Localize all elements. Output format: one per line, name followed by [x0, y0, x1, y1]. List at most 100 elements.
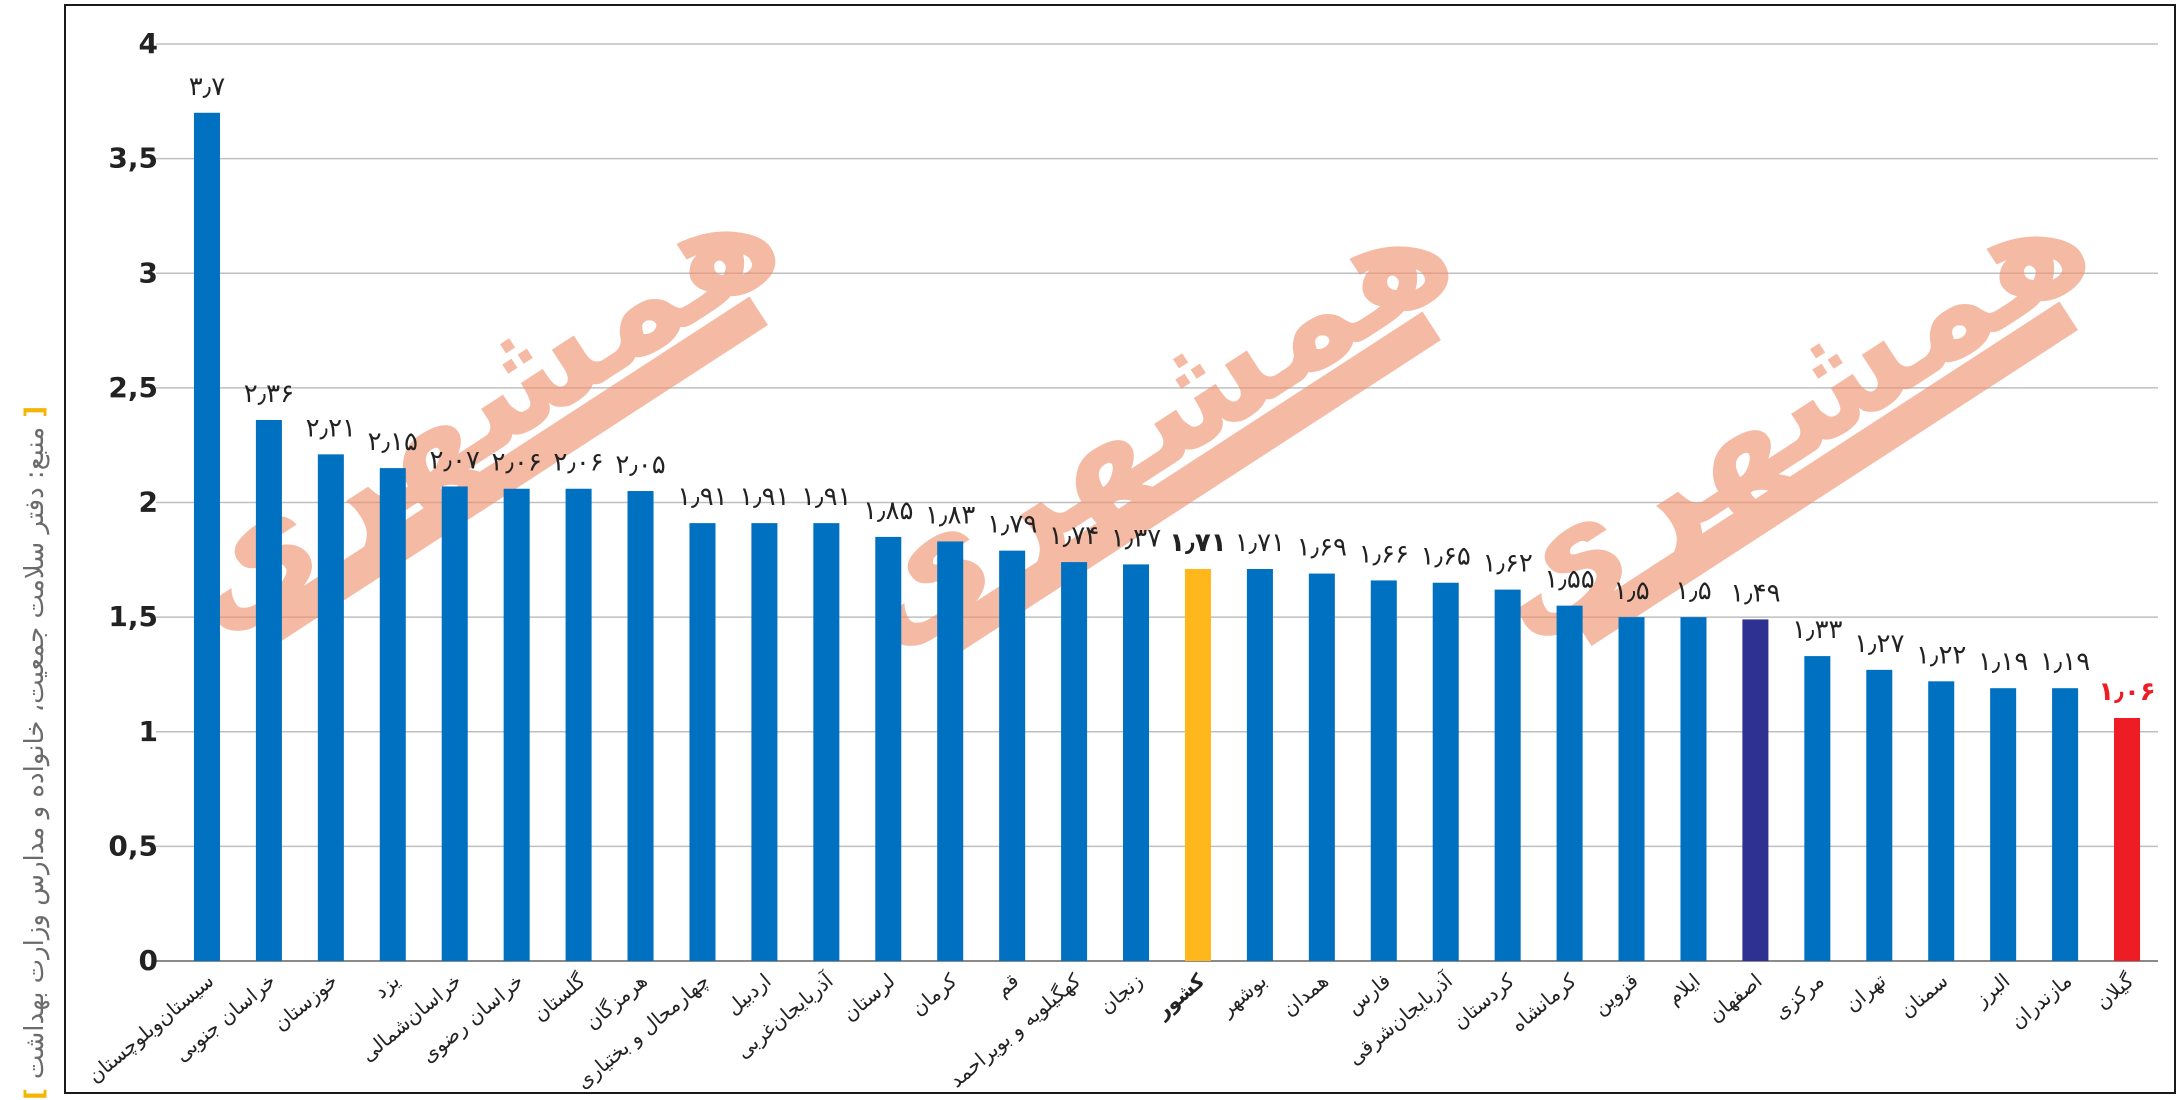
- value-label: ۱٫۵۵: [1544, 565, 1594, 595]
- category-label: تهران: [1840, 968, 1891, 1016]
- bar: [2114, 717, 2141, 961]
- category-label: خوزستان: [268, 968, 342, 1035]
- y-tick-label: 3,5: [108, 142, 158, 175]
- value-label: ۱٫۷۴: [1049, 521, 1099, 551]
- value-label: ۱٫۵: [1613, 576, 1649, 606]
- value-label: ۱٫۹۱: [677, 482, 727, 512]
- y-tick-label: 0: [139, 944, 158, 977]
- value-label: ۱٫۷۹: [987, 510, 1037, 540]
- y-tick-label: 1: [139, 715, 158, 748]
- bar: [503, 488, 530, 961]
- bar: [565, 488, 592, 961]
- bar: [1618, 617, 1645, 961]
- bar: [1308, 573, 1335, 961]
- value-label: ۲٫۰۷: [430, 445, 480, 475]
- value-label: ۱٫۲۷: [1854, 629, 1904, 659]
- value-label: ۲٫۰۶: [553, 448, 603, 478]
- source-note: [ منبع: دفتر سلامت جمعیت، خانواده و مدار…: [0, 406, 64, 1100]
- category-label: اردبیل: [721, 968, 775, 1019]
- category-label: زنجان: [1094, 968, 1147, 1018]
- bar: [1990, 688, 2017, 961]
- value-label: ۱٫۶۲: [1482, 549, 1532, 579]
- value-label: ۱٫۷۱: [1235, 528, 1285, 558]
- value-label: ۱٫۰۶: [2098, 677, 2155, 707]
- bar: [1370, 580, 1397, 961]
- bar: [689, 523, 716, 961]
- y-tick-label: 1,5: [108, 600, 158, 633]
- bar: [1432, 582, 1459, 961]
- bracket-open: [: [20, 405, 50, 427]
- category-label: قم: [990, 968, 1023, 1001]
- value-label: ۲٫۰۵: [615, 450, 665, 480]
- value-label: ۱٫۷۱: [1169, 528, 1226, 558]
- bar: [937, 541, 964, 961]
- source-text: [ منبع: دفتر سلامت جمعیت، خانواده و مدار…: [20, 406, 50, 1100]
- source-label: منبع: دفتر سلامت جمعیت، خانواده و مدارس …: [20, 426, 50, 1080]
- category-label: یزد: [369, 968, 404, 1003]
- bar: [1866, 669, 1893, 961]
- bracket-close: ]: [20, 1079, 50, 1100]
- bar: [1556, 605, 1583, 961]
- y-tick-label: 4: [139, 27, 158, 60]
- bar: [1494, 589, 1521, 961]
- bars: [193, 112, 2141, 962]
- value-label: ۱٫۳۳: [1792, 615, 1842, 645]
- value-label: ۲٫۰۶: [491, 448, 541, 478]
- bar: [999, 550, 1026, 961]
- value-label: ۱٫۹۱: [801, 482, 851, 512]
- category-label: مرکزی: [1769, 968, 1829, 1024]
- bar: [255, 419, 282, 962]
- category-label: فارس: [1341, 968, 1395, 1018]
- value-label: ۲٫۲۱: [306, 413, 356, 443]
- category-label: کشور: [1150, 968, 1209, 1023]
- category-label: لرستان: [838, 968, 900, 1025]
- value-label: ۱٫۶۵: [1421, 542, 1471, 572]
- bar: [875, 536, 902, 961]
- bar: [1061, 562, 1088, 961]
- y-axis: 0 0,5 1 1,5 2 2,5 3 3,5 4: [108, 27, 158, 977]
- watermark-band: [1573, 301, 2078, 646]
- value-label: ۲٫۱۵: [368, 427, 418, 457]
- category-label: قزوین: [1588, 968, 1643, 1019]
- category-label: همدان: [1277, 968, 1333, 1020]
- category-label: کردستان: [1447, 968, 1519, 1034]
- category-label: کرمان: [906, 968, 962, 1020]
- category-label: آذربایجان‌شرقی: [1342, 967, 1458, 1070]
- value-label: ۱٫۱۹: [2040, 647, 2090, 677]
- value-label: ۱٫۶۹: [1297, 533, 1347, 563]
- bar: [1742, 619, 1769, 961]
- value-label: ۱٫۵: [1675, 576, 1711, 606]
- value-label: ۳٫۷: [189, 72, 225, 102]
- value-labels: ۳٫۷ ۲٫۳۶ ۲٫۲۱ ۲٫۱۵ ۲٫۰۷ ۲٫۰۶ ۲٫۰۶ ۲٫۰۵ ۱٫۹۱ ۱٫۹۱ ۱…: [189, 72, 2156, 707]
- bar: [193, 112, 220, 961]
- category-label: مازندران: [2005, 968, 2076, 1033]
- y-tick-label: 3: [139, 256, 158, 289]
- category-label: سمنان: [1895, 968, 1953, 1022]
- chart-frame: همشهری همشهری همشهری ۳٫۷ ۲٫۳۶ ۲٫۲۱ ۲٫۱۵ ۲٫۰۷ ۲٫…: [64, 4, 2176, 1094]
- bar: [1246, 568, 1273, 961]
- value-label: ۱٫۹۱: [739, 482, 789, 512]
- value-label: ۱٫۳۷: [1111, 523, 1161, 553]
- value-label: ۱٫۲۲: [1916, 640, 1966, 670]
- y-tick-label: 2,5: [108, 371, 158, 404]
- category-label: اصفهان: [1703, 968, 1766, 1027]
- bar: [1184, 568, 1211, 961]
- watermark-logo: همشهری: [1449, 150, 2120, 671]
- bar: [1123, 564, 1150, 961]
- value-label: ۱٫۴۹: [1730, 578, 1780, 608]
- bar: [1804, 656, 1831, 961]
- bar: [317, 454, 344, 961]
- value-label: ۱٫۸۳: [925, 500, 975, 530]
- bar: [2052, 688, 2079, 961]
- bar: [441, 486, 468, 961]
- category-label: گیلان: [2091, 968, 2139, 1014]
- category-label: کرمانشاه: [1506, 968, 1581, 1036]
- category-label: ایلام: [1662, 968, 1705, 1009]
- y-tick-label: 2: [139, 486, 158, 519]
- category-label: بوشهر: [1214, 968, 1271, 1021]
- bar: [627, 491, 654, 961]
- value-label: ۱٫۱۹: [1978, 647, 2028, 677]
- value-label: ۲٫۳۶: [244, 379, 294, 409]
- bar: [1680, 617, 1707, 961]
